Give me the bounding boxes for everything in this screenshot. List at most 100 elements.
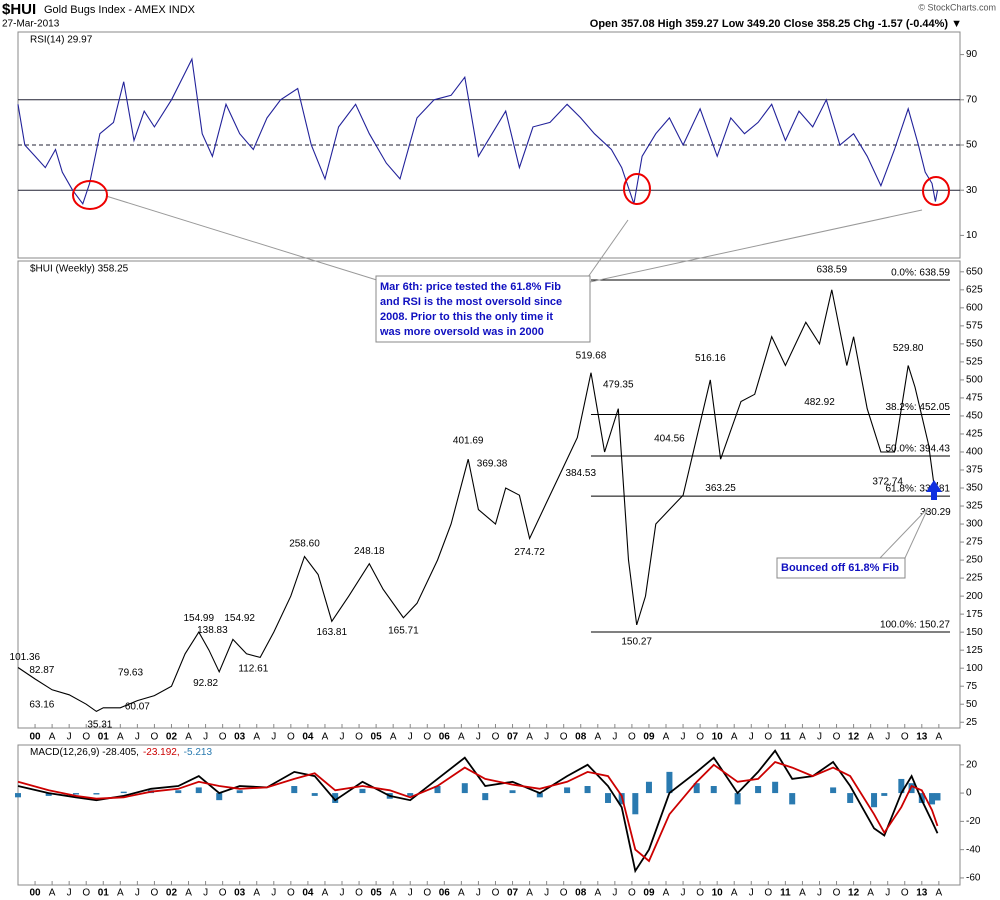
data-label: 79.63: [118, 668, 143, 679]
x-tick-label: A: [594, 732, 601, 743]
callout-pointer: [587, 219, 629, 278]
histogram-bar: [461, 783, 468, 794]
x-tick-label: A: [663, 732, 670, 743]
x-tick-label: A: [458, 888, 465, 899]
histogram-bar: [929, 793, 936, 805]
histogram-bar: [755, 786, 762, 794]
y-tick-label: 225: [966, 573, 983, 584]
x-tick-label: J: [544, 732, 549, 743]
data-label: 163.81: [316, 627, 347, 638]
x-tick-label: 13: [916, 732, 928, 743]
y-tick-label: 425: [966, 429, 983, 440]
histogram-bar: [434, 786, 441, 794]
index-name: Gold Bugs Index - AMEX INDX: [44, 4, 196, 16]
date: 27-Mar-2013: [2, 19, 60, 30]
y-tick-label: 100: [966, 663, 983, 674]
x-tick-label: O: [492, 888, 500, 899]
x-tick-label: 02: [166, 888, 178, 899]
x-tick-label: 13: [916, 888, 928, 899]
y-tick-label: 0: [966, 788, 972, 799]
x-tick-label: J: [749, 888, 754, 899]
x-tick-label: J: [271, 888, 276, 899]
x-tick-label: J: [67, 888, 72, 899]
callout-pointer: [105, 195, 381, 282]
data-label: 101.36: [10, 652, 41, 663]
x-tick-label: J: [408, 888, 413, 899]
symbol: $HUI: [2, 1, 36, 18]
data-label: 401.69: [453, 435, 484, 446]
x-tick-label: O: [560, 732, 568, 743]
histogram-bar: [175, 790, 182, 794]
x-tick-label: J: [135, 888, 140, 899]
histogram-bar: [830, 787, 837, 794]
x-tick-label: A: [526, 732, 533, 743]
histogram-bar: [934, 793, 941, 801]
y-tick-label: 50: [966, 140, 978, 151]
y-tick-label: 575: [966, 321, 983, 332]
y-tick-label: 500: [966, 375, 983, 386]
series-line: [17, 57, 939, 205]
y-tick-label: 275: [966, 537, 983, 548]
x-tick-label: 05: [371, 732, 383, 743]
x-tick-label: A: [458, 732, 465, 743]
x-tick-label: 07: [507, 888, 519, 899]
x-tick-label: 11: [780, 888, 791, 899]
data-label: 638.59: [816, 265, 847, 276]
data-label: 60.07: [125, 702, 150, 713]
fib-label: 0.0%: 638.59: [891, 268, 950, 279]
x-tick-label: A: [117, 888, 124, 899]
x-tick-label: A: [117, 732, 124, 743]
x-tick-label: J: [885, 732, 890, 743]
histogram-bar: [236, 790, 243, 794]
y-tick-label: -20: [966, 816, 981, 827]
histogram-bar: [693, 783, 700, 794]
histogram-bar: [734, 793, 741, 805]
x-tick-label: J: [612, 888, 617, 899]
data-label: 35.31: [87, 719, 112, 730]
credit: © StockCharts.com: [918, 2, 996, 12]
x-tick-label: O: [901, 732, 909, 743]
x-tick-label: O: [82, 732, 90, 743]
x-tick-label: A: [322, 888, 329, 899]
callout-pointer: [878, 507, 929, 559]
histogram-bar: [195, 787, 202, 794]
x-tick-label: A: [799, 732, 806, 743]
legend-entry: MACD(12,26,9) -28.405,: [30, 747, 139, 758]
data-label: 363.25: [705, 483, 736, 494]
data-label: 92.82: [193, 678, 218, 689]
y-tick-label: 20: [966, 759, 978, 770]
x-tick-label: J: [476, 888, 481, 899]
histogram-bar: [93, 793, 100, 795]
data-label: 165.71: [388, 625, 419, 636]
data-label: 519.68: [576, 350, 607, 361]
x-tick-label: 10: [712, 732, 724, 743]
x-tick-label: A: [731, 888, 738, 899]
x-tick-label: A: [867, 888, 874, 899]
histogram-bar: [15, 793, 21, 798]
x-tick-label: J: [817, 732, 822, 743]
data-label: 63.16: [29, 699, 54, 710]
x-tick-label: J: [203, 732, 208, 743]
histogram-bar: [72, 793, 79, 795]
y-tick-label: 600: [966, 302, 983, 313]
y-tick-label: 300: [966, 519, 983, 530]
histogram-bar: [536, 793, 543, 798]
data-label: 482.92: [804, 397, 835, 408]
data-label: 112.61: [238, 664, 268, 675]
y-tick-label: 350: [966, 483, 983, 494]
x-tick-label: A: [936, 888, 943, 899]
arrow: [926, 480, 942, 500]
x-tick-label: O: [833, 888, 841, 899]
x-tick-label: O: [82, 888, 90, 899]
overlay: Mar 6th: price tested the 61.8% Fib and …: [72, 173, 950, 579]
highlight-circle: [922, 176, 950, 206]
x-tick-label: A: [867, 732, 874, 743]
x-tick-label: 08: [575, 888, 587, 899]
x-tick-label: A: [799, 888, 806, 899]
histogram-bar: [482, 793, 489, 801]
highlight-circle: [623, 173, 651, 205]
y-tick-label: 10: [966, 230, 978, 241]
data-label: 150.27: [621, 637, 652, 648]
